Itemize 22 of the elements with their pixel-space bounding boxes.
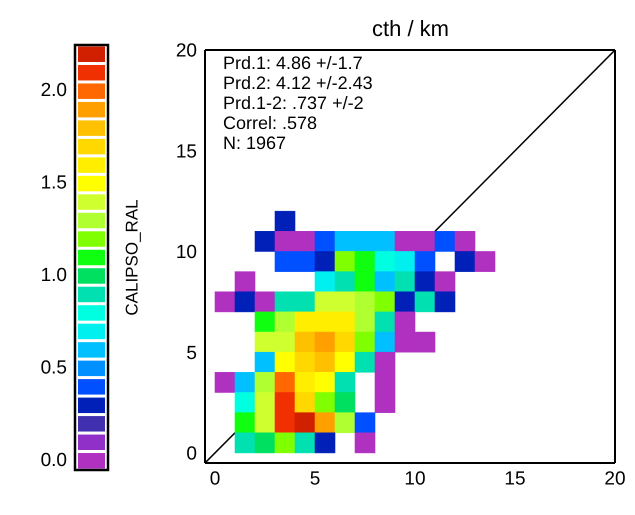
x-tick-label: 10 (404, 468, 426, 490)
annotation: N: 1967 (223, 133, 288, 153)
annotation: Correl: .578 (223, 113, 318, 133)
x-tick-label: 15 (504, 468, 526, 490)
y-tick-label: 5 (186, 342, 197, 364)
y-tick-label: 10 (176, 242, 197, 264)
color-bar-label: 2.0 (40, 80, 67, 102)
color-bar-title: CALIPSO_RAL (122, 199, 142, 316)
y-tick-label: 0 (186, 444, 197, 465)
color-bar-label: 1.0 (40, 264, 67, 286)
chart-title: cth / km (370, 16, 450, 42)
x-tick-label: 5 (310, 468, 320, 490)
color-bar-label: 0.5 (40, 357, 67, 378)
x-tick-label: 20 (604, 468, 626, 490)
x-tick-label: 0 (210, 468, 220, 490)
annotation: Prd.2: 4.12 +/-2.43 (223, 73, 373, 93)
y-tick-label: 15 (176, 141, 197, 162)
color-bar-label: 0.0 (40, 450, 67, 471)
y-tick-label: 20 (176, 40, 197, 62)
color-bar-label: 1.5 (40, 172, 67, 194)
annotation: Prd.1: 4.86 +/-1.7 (223, 53, 364, 73)
annotation: Prd.1-2: .737 +/-2 (223, 93, 365, 113)
